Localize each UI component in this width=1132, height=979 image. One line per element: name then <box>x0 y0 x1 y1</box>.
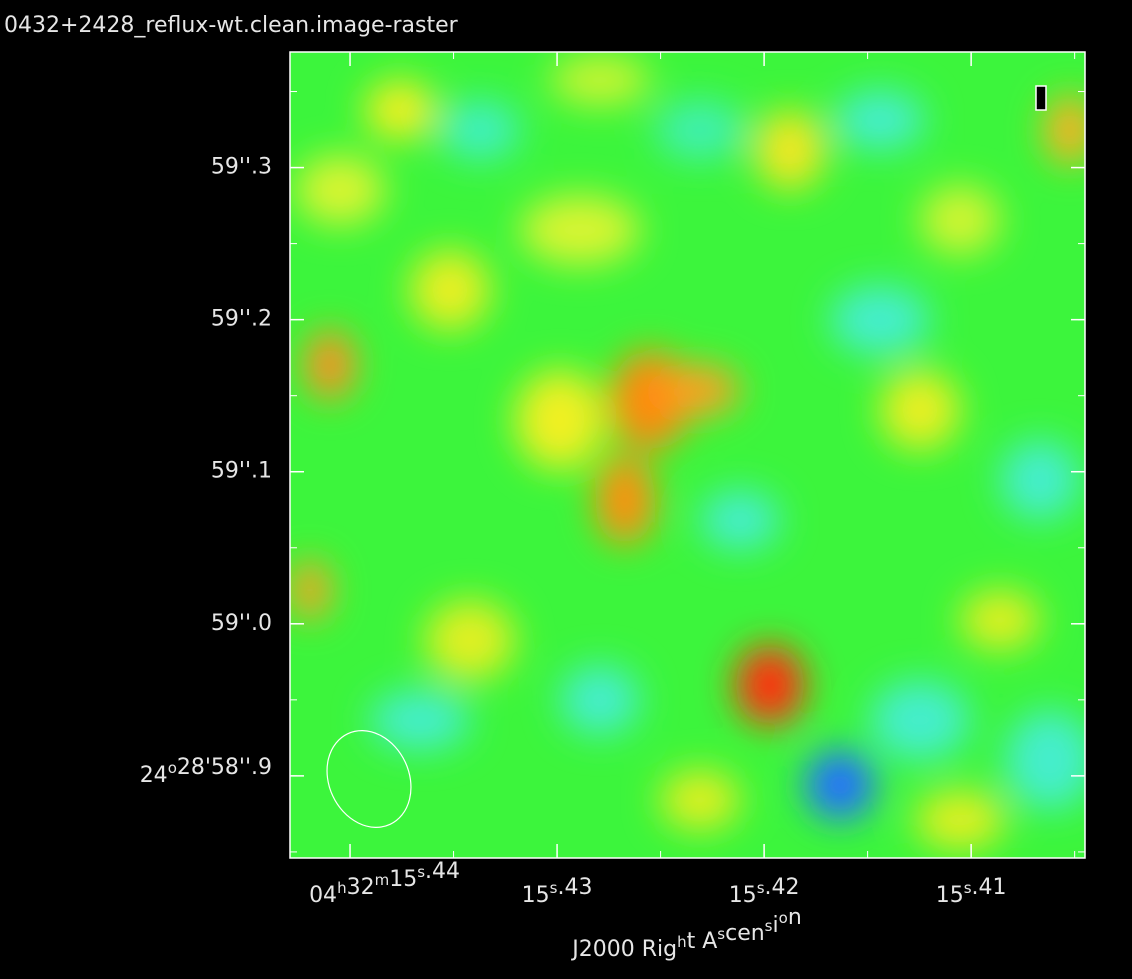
chart-title: 0432+2428_reflux-wt.clean.image-raster <box>4 13 459 38</box>
y-tick-label: 24o28'58''.9 <box>140 755 272 788</box>
raster-image <box>290 52 1095 858</box>
y-tick-label: 59''.1 <box>211 459 272 484</box>
y-tick-label: 59''.3 <box>211 155 272 180</box>
x-tick-label: 15s.42 <box>729 875 800 908</box>
x-tick-label: 15s.41 <box>936 875 1007 908</box>
y-tick-label: 59''.2 <box>211 307 272 332</box>
x-tick-label: 15s.43 <box>522 875 593 908</box>
y-tick-label: 59''.0 <box>211 611 272 636</box>
chart: 0432+2428_reflux-wt.clean.image-raster <box>0 0 1132 979</box>
x-axis-label: J2000 Right Ascension <box>570 905 802 962</box>
x-tick-label: 04h32m15s.44 <box>309 859 460 908</box>
